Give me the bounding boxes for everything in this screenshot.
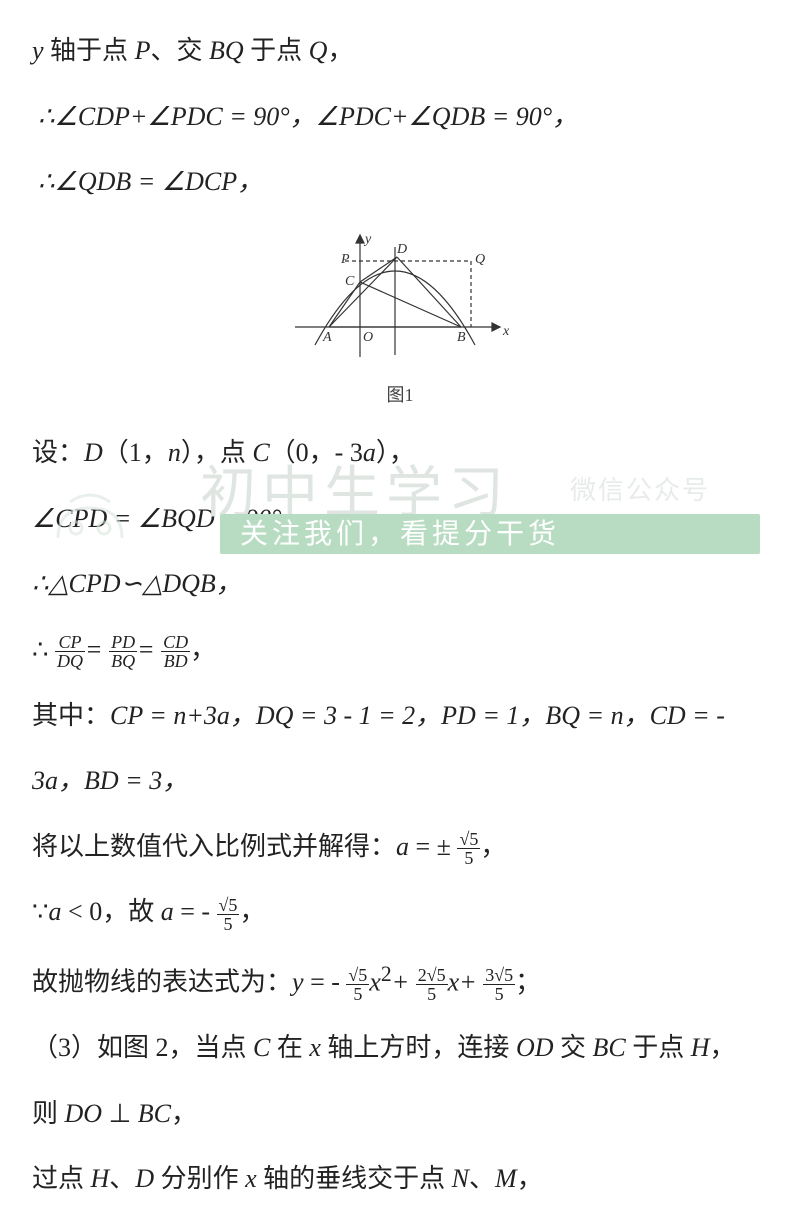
svg-text:P: P: [340, 252, 350, 267]
svg-text:x: x: [502, 324, 510, 339]
line-6: ∴△CPD∽△DQB，: [32, 563, 768, 605]
line-12: （3）如图 2，当点 C 在 x 轴上方时，连接 OD 交 BC 于点 H，: [32, 1027, 768, 1069]
line-11: 故抛物线的表达式为：y = - √55x2+ 2√55x+ 3√55；: [32, 957, 768, 1003]
line-9: 将以上数值代入比例式并解得：a = ± √55，: [32, 826, 768, 868]
eq-term1: √55: [346, 966, 369, 1003]
svg-text:C: C: [345, 274, 355, 289]
frac-cp-dq: CPDQ: [55, 633, 85, 670]
svg-text:B: B: [457, 330, 466, 345]
line-5: ∠CPD = ∠BQD = 90°，: [32, 498, 768, 540]
svg-text:Q: Q: [475, 252, 485, 267]
line-8: 其中：CP = n+3a，DQ = 3 - 1 = 2，PD = 1，BQ = …: [32, 695, 768, 737]
line-8c: 3a，BD = 3，: [32, 760, 768, 802]
line-2: ∴∠CDP+∠PDC = 90°，∠PDC+∠QDB = 90°，: [32, 96, 768, 138]
frac-pd-bq: PDBQ: [109, 633, 137, 670]
frac-cd-bd: CDBD: [161, 633, 190, 670]
line-14: 过点 H、D 分别作 x 轴的垂线交于点 N、M，: [32, 1158, 768, 1200]
eq-term3: 3√55: [483, 966, 515, 1003]
eq-term2: 2√55: [416, 966, 448, 1003]
svg-text:O: O: [363, 330, 373, 345]
parabola-diagram: y x A O B C P D Q: [285, 227, 515, 367]
svg-text:A: A: [322, 330, 332, 345]
line-10: ∵a < 0，故 a = - √55，: [32, 891, 768, 933]
svg-text:D: D: [396, 242, 407, 257]
figure-caption: 图1: [32, 381, 768, 410]
frac-sqrt5-5-a: √55: [457, 830, 480, 867]
svg-text:y: y: [363, 232, 372, 247]
line-1: y 轴于点 P、交 BQ 于点 Q，: [32, 30, 768, 72]
frac-sqrt5-5-b: √55: [217, 896, 240, 933]
line-7: ∴ CPDQ= PDBQ= CDBD，: [32, 629, 768, 671]
line-13: 则 DO ⊥ BC，: [32, 1093, 768, 1135]
line-4: 设：D（1，n），点 C（0，- 3a），: [32, 432, 768, 474]
line-3: ∴∠QDB = ∠DCP，: [32, 161, 768, 203]
figure-1: y x A O B C P D Q 图1: [32, 227, 768, 410]
var-y: y: [32, 36, 44, 65]
